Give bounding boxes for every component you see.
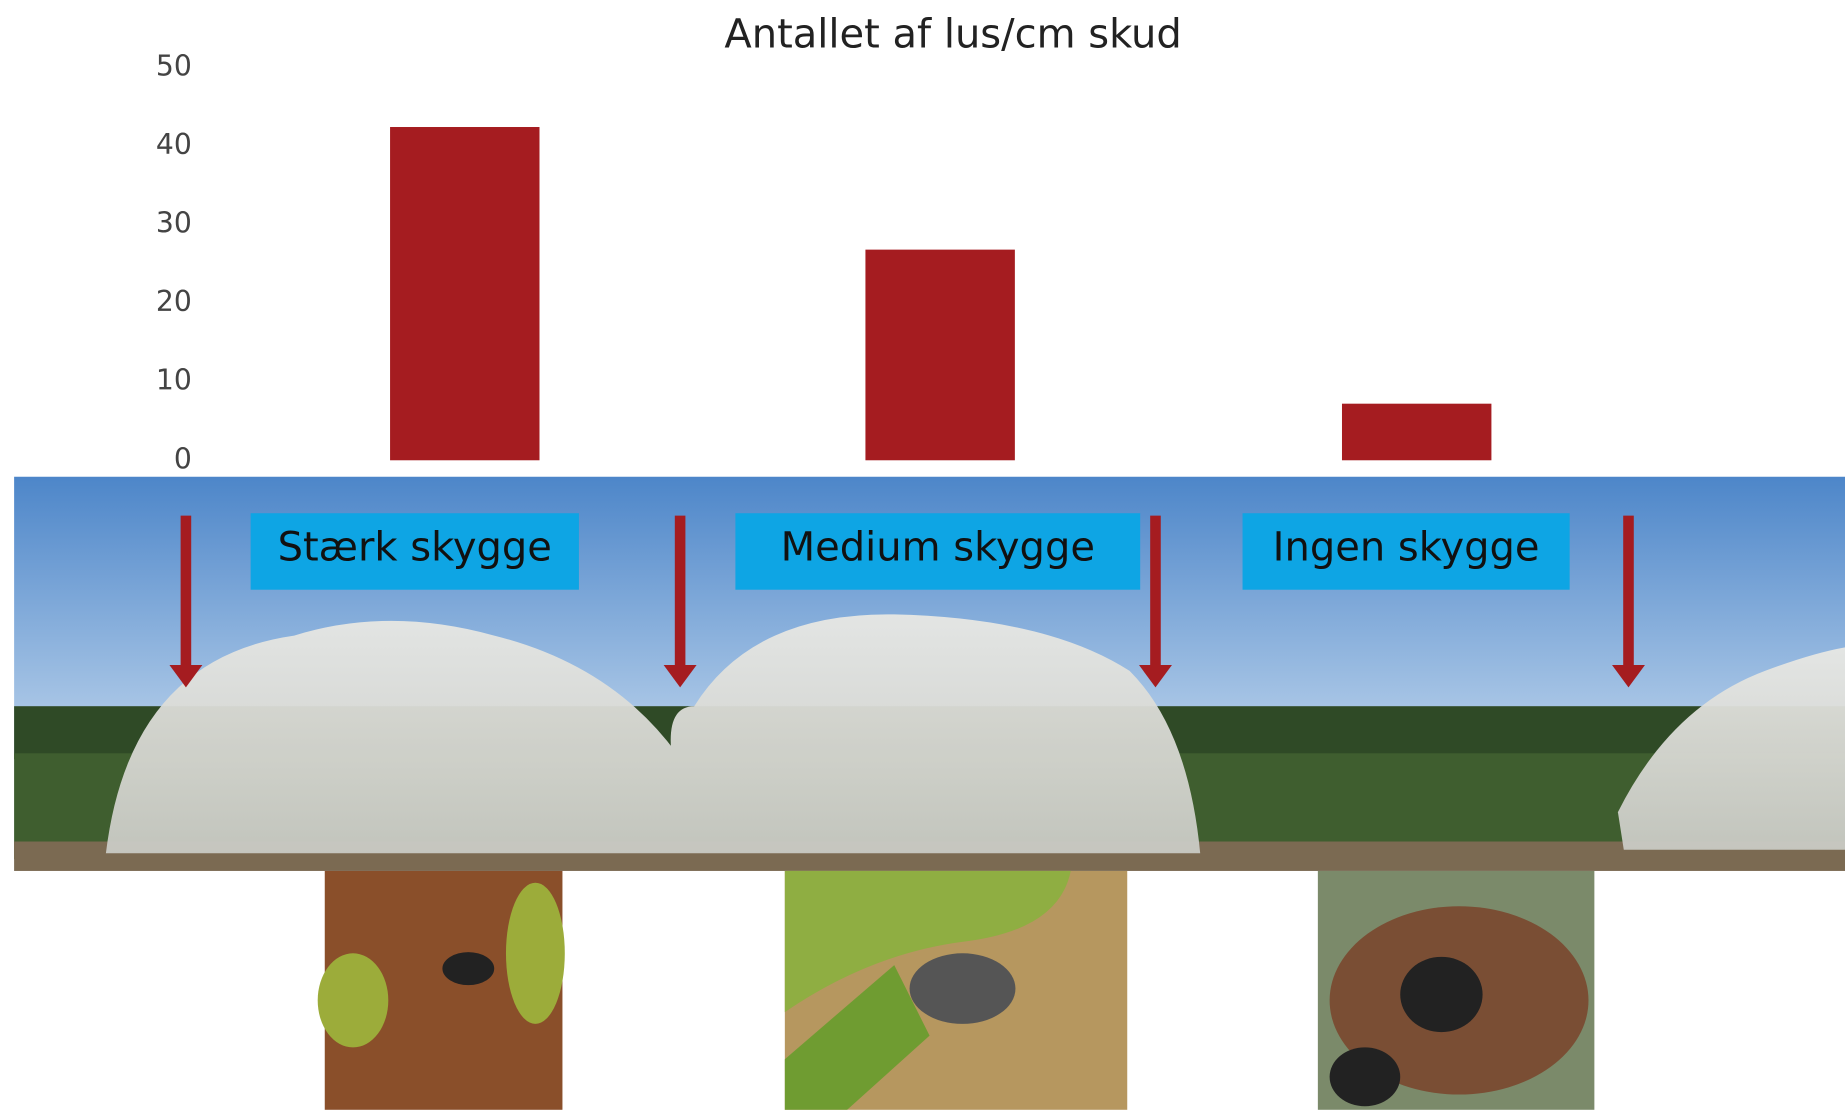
y-tick-label: 0 (174, 442, 192, 475)
y-tick-label: 50 (156, 49, 192, 82)
chart-title: Antallet af lus/cm skud (724, 12, 1181, 58)
bar (1341, 403, 1492, 461)
greenhouse-photo (14, 476, 1845, 871)
bar (865, 249, 1015, 461)
bar (390, 127, 540, 461)
category-label: Stærk skygge (278, 525, 552, 571)
y-tick-label: 10 (156, 364, 192, 397)
category-label: Medium skygge (781, 525, 1095, 571)
category-label: Ingen skygge (1273, 525, 1540, 571)
y-tick-label: 40 (156, 128, 192, 161)
aphid-photos (317, 870, 1595, 1110)
y-tick-label: 30 (156, 206, 192, 239)
y-tick-label: 20 (156, 285, 192, 318)
